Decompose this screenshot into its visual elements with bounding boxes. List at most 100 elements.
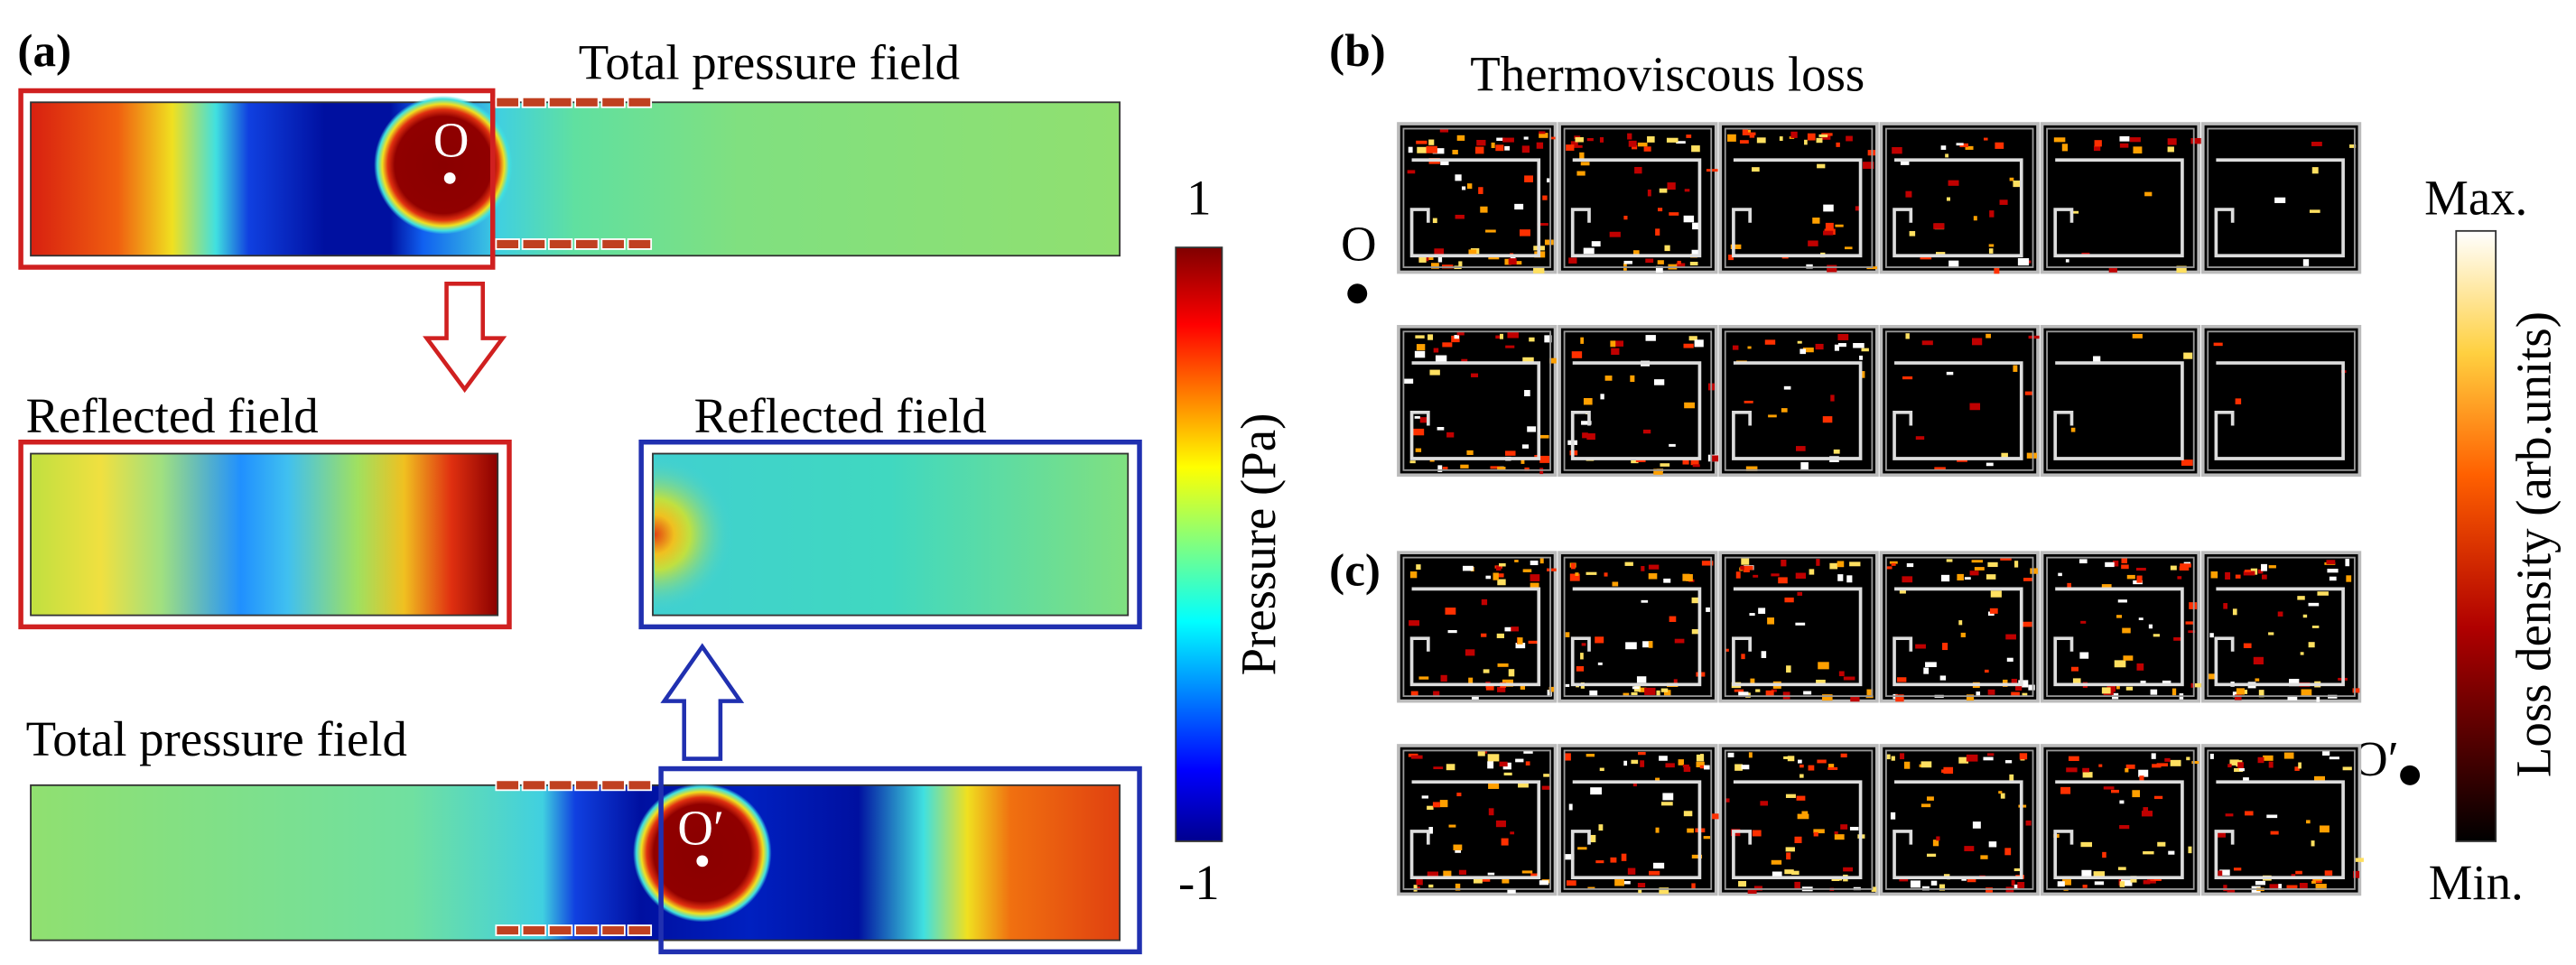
loss-speckle xyxy=(1691,145,1700,153)
pressure-field xyxy=(30,101,1121,257)
loss-speckle xyxy=(2068,756,2079,762)
loss-speckle xyxy=(2023,621,2032,627)
loss-speckle xyxy=(1696,761,1705,767)
loss-speckle xyxy=(2057,881,2065,887)
loss-speckle xyxy=(1638,751,1646,756)
loss-speckle xyxy=(2079,652,2089,659)
loss-speckle xyxy=(1837,574,1844,581)
loss-speckle xyxy=(2311,167,2319,174)
loss-speckle xyxy=(1455,174,1462,181)
loss-speckle xyxy=(2213,342,2223,347)
loss-speckle xyxy=(2060,786,2071,794)
loss-speckle xyxy=(1939,884,1946,891)
loss-speckle xyxy=(2277,611,2283,617)
resonator-outline xyxy=(1409,158,1541,258)
loss-speckle xyxy=(1640,760,1645,767)
loss-speckle xyxy=(1920,803,1931,808)
loss-speckle xyxy=(2346,575,2352,582)
loss-speckle xyxy=(2255,678,2260,682)
loss-speckle xyxy=(1451,335,1460,343)
loss-speckle xyxy=(1590,787,1602,795)
loss-speckle xyxy=(1581,421,1592,425)
loss-speckle xyxy=(2176,265,2187,274)
loss-speckle xyxy=(1548,686,1555,692)
loss-speckle xyxy=(1784,869,1794,875)
loss-speckle xyxy=(1727,134,1736,142)
loss-speckle xyxy=(1595,636,1604,644)
loss-speckle xyxy=(2132,333,2143,339)
loss-speckle xyxy=(1706,607,1710,612)
loss-speckle xyxy=(2243,777,2249,782)
loss-speckle xyxy=(1575,137,1584,143)
loss-cell xyxy=(1558,324,1718,478)
loss-speckle xyxy=(1641,566,1645,571)
loss-speckle xyxy=(1539,133,1548,138)
loss-speckle xyxy=(2210,571,2218,579)
loss-speckle xyxy=(1696,754,1705,762)
loss-speckle xyxy=(1844,246,1853,250)
loss-speckle xyxy=(1816,559,1820,566)
loss-speckle xyxy=(1956,143,1964,146)
loss-speckle xyxy=(1710,813,1721,820)
loss-speckle xyxy=(1572,144,1583,148)
loss-cell-frame xyxy=(1885,556,2034,698)
loss-speckle xyxy=(2268,565,2276,569)
loss-speckle xyxy=(1846,575,1853,583)
field-title: Reflected field xyxy=(26,388,319,443)
loss-speckle xyxy=(1580,337,1584,344)
loss-cell-frame xyxy=(1724,330,1874,471)
loss-speckle xyxy=(1505,450,1516,456)
loss-speckle xyxy=(1895,694,1904,702)
loss-speckle xyxy=(1836,142,1840,147)
loss-speckle xyxy=(1747,132,1756,135)
loss-speckle xyxy=(1755,689,1761,692)
loss-speckle xyxy=(1753,574,1759,578)
loss-speckle xyxy=(1539,558,1544,564)
loss-speckle xyxy=(2235,574,2241,579)
loss-speckle xyxy=(1416,140,1427,144)
loss-speckle xyxy=(1604,376,1613,381)
loss-speckle xyxy=(1825,222,1834,230)
loss-speckle xyxy=(2017,258,2030,266)
loss-speckle xyxy=(2261,563,2267,571)
loss-speckle xyxy=(2354,858,2364,862)
loss-speckle xyxy=(2102,851,2106,858)
loss-speckle xyxy=(1636,676,1647,683)
loss-cell-frame xyxy=(1885,749,2034,890)
loss-speckle xyxy=(1610,340,1616,348)
loss-speckle xyxy=(1524,390,1530,396)
loss-speckle xyxy=(1891,562,1896,566)
loss-speckle xyxy=(1645,335,1656,341)
loss-speckle xyxy=(2133,146,2143,154)
loss-speckle xyxy=(2236,688,2245,695)
loss-speckle xyxy=(1580,162,1590,166)
loss-speckle xyxy=(2306,820,2311,824)
loss-speckle xyxy=(1656,690,1660,697)
loss-speckle xyxy=(1432,802,1440,808)
loss-speckle xyxy=(2300,652,2304,655)
loss-cell xyxy=(1558,744,1718,896)
loss-speckle xyxy=(1850,695,1860,702)
loss-speckle xyxy=(1480,206,1488,213)
loss-speckle xyxy=(1477,751,1485,756)
loss-speckle xyxy=(2069,210,2079,214)
resonator xyxy=(627,238,653,250)
pressure-field-detail xyxy=(654,455,919,614)
loss-speckle xyxy=(1612,581,1619,587)
loss-speckle xyxy=(1786,665,1791,673)
loss-speckle xyxy=(2093,871,2105,877)
colorbar xyxy=(2455,229,2497,842)
loss-speckle xyxy=(2000,793,2005,799)
loss-speckle xyxy=(2065,259,2069,263)
loss-speckle xyxy=(1704,765,1710,770)
loss-speckle xyxy=(2286,885,2298,889)
loss-speckle xyxy=(1969,571,1979,576)
loss-speckle xyxy=(2111,789,2119,793)
loss-speckle xyxy=(1827,764,1835,769)
loss-speckle xyxy=(1909,230,1916,237)
loss-speckle xyxy=(1692,464,1700,468)
loss-speckle xyxy=(1627,133,1632,140)
loss-speckle xyxy=(1812,218,1820,224)
loss-speckle xyxy=(2014,561,2019,568)
resonator xyxy=(521,924,547,937)
